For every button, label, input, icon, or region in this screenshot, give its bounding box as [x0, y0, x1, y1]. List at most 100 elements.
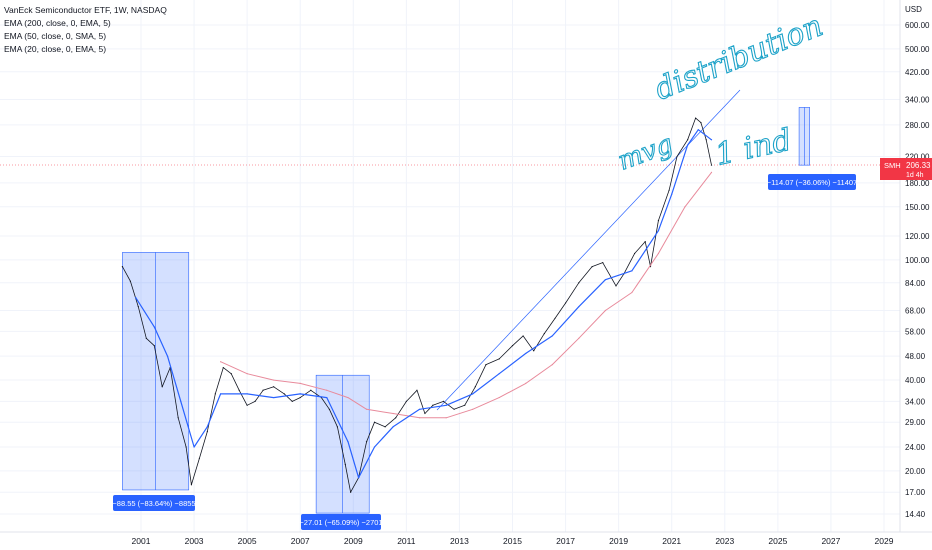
price-point — [273, 386, 275, 388]
price-tick-label: 40.00 — [905, 376, 926, 385]
symbol-tag: SMH — [884, 161, 901, 170]
ema50-point — [273, 396, 275, 399]
price-tick-label: 34.00 — [905, 397, 926, 406]
price-tick-label: 84.00 — [905, 279, 926, 288]
price-point — [206, 430, 208, 433]
last-price-value: 206.33 — [906, 161, 931, 170]
price-point — [230, 373, 232, 375]
price-tick-label: 68.00 — [905, 306, 926, 315]
price-point — [336, 426, 338, 428]
price-point — [137, 306, 139, 308]
price-point — [442, 400, 445, 402]
price-point — [424, 412, 426, 415]
legend-ema20[interactable]: EMA (20, close, 0, EMA, 5) — [4, 44, 107, 54]
ema200-point — [326, 389, 328, 391]
measure-label-3[interactable]: −114.07 (−36.06%) −11407 — [767, 174, 857, 190]
time-tick-label: 2027 — [821, 536, 840, 546]
ema200-point — [220, 361, 222, 363]
chart-legend: VanEck Semiconductor ETF, 1W, NASDAQ EMA… — [4, 4, 167, 56]
time-tick-label: 2005 — [238, 536, 257, 546]
price-point — [262, 389, 264, 391]
price-axis[interactable]: USD 600.00 500.00 420.00 340.00 280.00 220.00… — [899, 0, 930, 532]
price-tick-label: 100.00 — [905, 256, 930, 265]
ema50-point — [710, 139, 713, 141]
price-point — [254, 400, 256, 402]
price-point — [198, 457, 200, 460]
ema50-point — [166, 355, 169, 357]
handwriting-annotations[interactable]: distribution mvg 1 ind — [614, 8, 829, 177]
time-tick-label: 2009 — [344, 536, 363, 546]
price-point — [129, 280, 131, 282]
price-point — [533, 350, 535, 352]
ema50-point — [357, 477, 360, 479]
ema50-point — [135, 297, 137, 299]
price-point — [328, 408, 331, 410]
annotation-distribution: distribution — [650, 8, 828, 107]
legend-ema50[interactable]: EMA (50, close, 0, SMA, 5) — [4, 31, 107, 41]
legend-ema200[interactable]: EMA (200, close, 0, EMA, 5) — [4, 18, 111, 28]
ema50-point — [551, 335, 553, 337]
trend-line[interactable] — [436, 89, 741, 411]
ema200-point — [631, 291, 633, 294]
time-axis[interactable]: 2001 2003 2005 2007 2009 2011 2013 2015 2017 2019… — [0, 531, 932, 546]
price-tick-label: 280.00 — [905, 121, 930, 130]
price-point — [299, 396, 301, 399]
price-tick-label: 20.00 — [905, 467, 926, 476]
ema50-point — [299, 393, 301, 395]
ema50-point — [220, 393, 222, 395]
ema200-point — [246, 373, 248, 375]
price-point — [384, 426, 386, 428]
price-point — [153, 345, 155, 347]
price-point — [498, 358, 500, 360]
ema200-point — [684, 206, 686, 208]
price-point — [474, 386, 476, 388]
time-tick-label: 2029 — [875, 536, 894, 546]
ema200-point — [419, 417, 421, 419]
ema200-point — [392, 412, 394, 415]
price-point — [453, 408, 455, 410]
price-point — [291, 400, 293, 402]
price-point — [365, 441, 368, 443]
price-point — [310, 389, 312, 391]
price-tick-label: 120.00 — [905, 232, 930, 241]
ema50-point — [697, 129, 699, 131]
price-point — [432, 404, 434, 406]
legend-title[interactable]: VanEck Semiconductor ETF, 1W, NASDAQ — [4, 5, 167, 15]
ema50-line — [135, 129, 712, 479]
ema50-point — [206, 426, 208, 428]
ema200-point — [710, 171, 713, 173]
time-tick-label: 2007 — [291, 536, 310, 546]
price-point — [373, 421, 376, 423]
price-point — [668, 189, 670, 191]
bar-countdown: 1d 4h — [906, 172, 924, 179]
price-point — [177, 417, 179, 419]
price-tick-label: 24.00 — [905, 443, 926, 452]
price-point — [676, 155, 678, 158]
price-point — [687, 139, 689, 141]
price-point — [522, 335, 524, 337]
series-layer — [121, 117, 713, 493]
price-point — [511, 345, 514, 347]
price-point — [222, 366, 224, 369]
price-point — [485, 364, 487, 366]
annotation-mvg: mvg — [614, 129, 677, 176]
ema50-point — [604, 279, 606, 281]
ema200-point — [657, 252, 660, 255]
measure-label-1[interactable]: −88.55 (−83.64%) −8855 — [112, 495, 196, 511]
ema200-point — [445, 417, 447, 419]
ema50-point — [445, 404, 447, 406]
price-point — [554, 317, 556, 320]
price-point — [694, 117, 697, 119]
price-point — [161, 386, 163, 388]
price-point — [121, 266, 124, 268]
measure-label-2[interactable]: −27.01 (−65.09%) −2701 — [299, 514, 383, 530]
ema200-point — [365, 408, 368, 410]
price-point — [416, 389, 418, 391]
ema50-point — [193, 446, 195, 448]
ema50-point — [578, 306, 580, 308]
time-tick-label: 2017 — [556, 536, 575, 546]
price-point — [395, 417, 397, 419]
price-series-line — [122, 117, 712, 493]
price-tick-label: 29.00 — [905, 418, 926, 427]
